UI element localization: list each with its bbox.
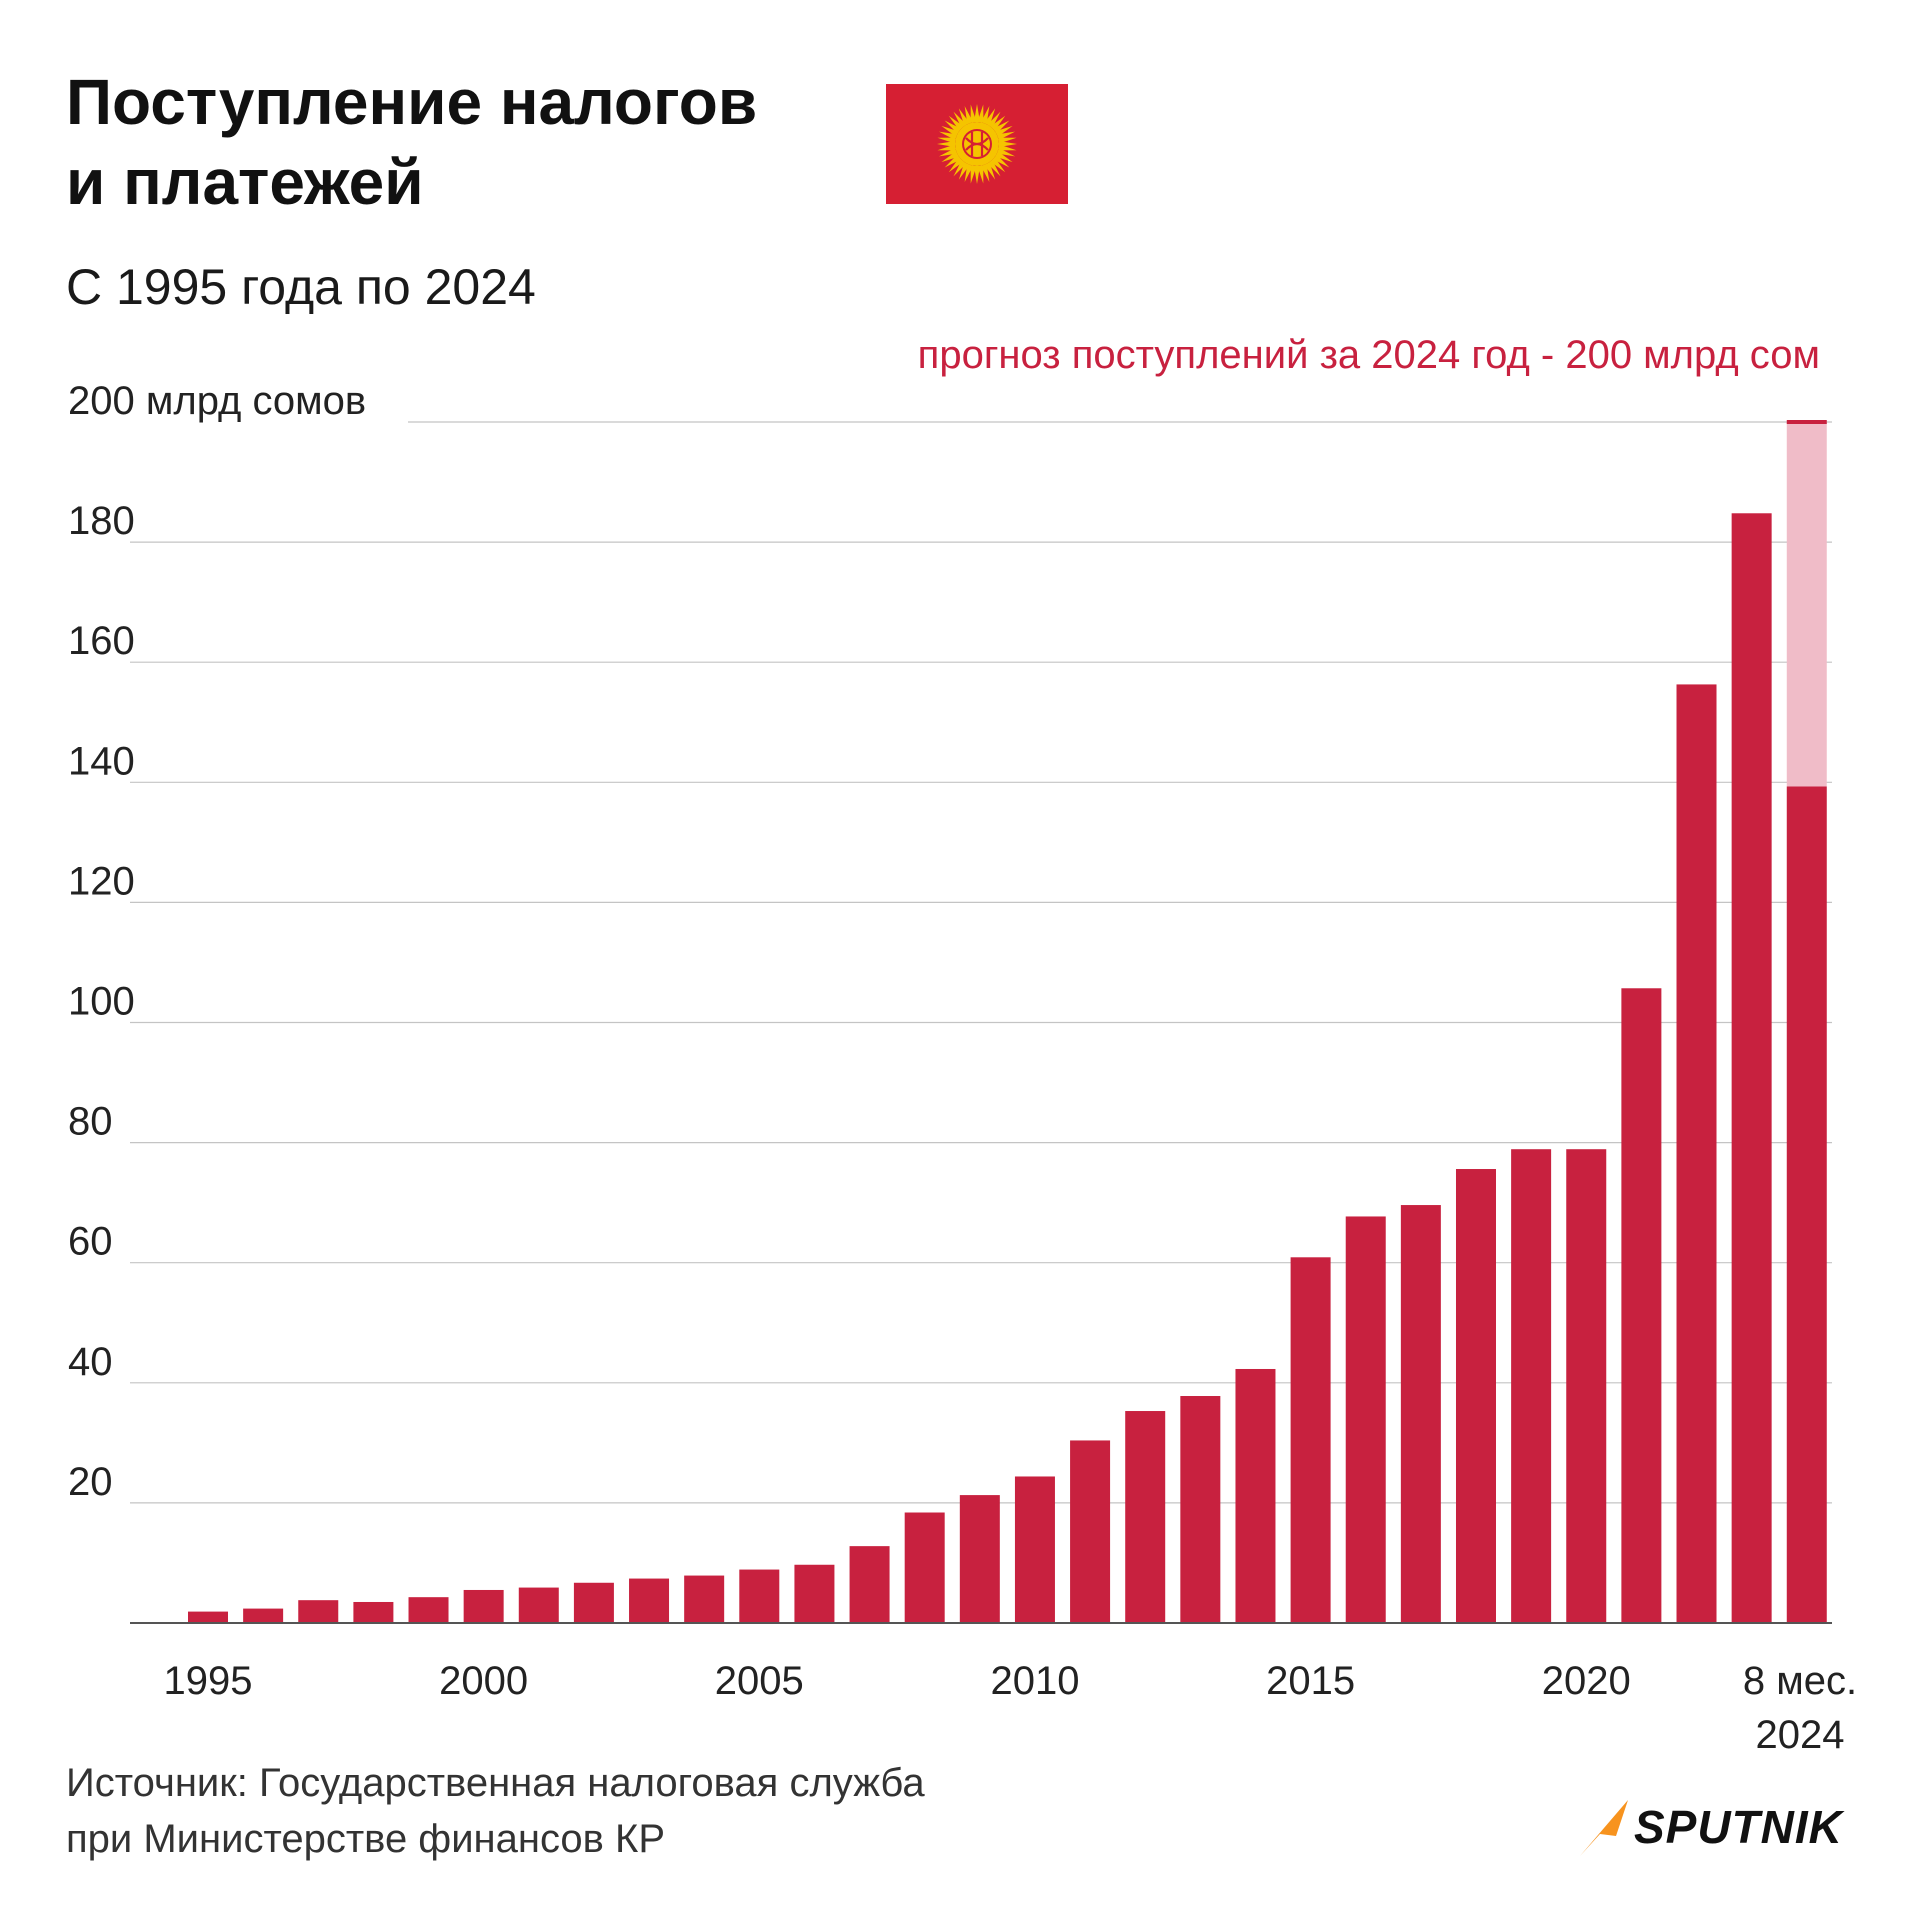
y-axis-unit-label: 200 млрд сомов [68, 379, 366, 423]
x-tick-label: 2000 [439, 1659, 528, 1703]
bar [1180, 1396, 1221, 1623]
x-tick-label: 8 мес. [1743, 1659, 1857, 1703]
bar [1235, 1368, 1276, 1623]
bar [518, 1587, 559, 1623]
bar [573, 1582, 614, 1623]
y-tick-label: 40 [68, 1340, 113, 1384]
y-tick-label: 60 [68, 1220, 113, 1264]
x-tick-label: 2020 [1542, 1659, 1631, 1703]
bar [408, 1597, 449, 1623]
title-line-1: Поступление налогов [66, 66, 758, 138]
bar [629, 1578, 670, 1623]
y-tick-label: 160 [68, 619, 135, 663]
y-tick-label: 80 [68, 1100, 113, 1144]
bar [684, 1575, 725, 1623]
bar [1400, 1205, 1441, 1623]
bar [1731, 513, 1772, 1623]
bar [1786, 786, 1827, 1623]
sputnik-logo-icon [1580, 1800, 1628, 1856]
x-tick-label: 2005 [715, 1659, 804, 1703]
kyrgyzstan-flag-icon [886, 84, 1068, 204]
y-tick-label: 180 [68, 499, 135, 543]
chart-title: Поступление налогов и платежей [66, 62, 886, 222]
bar [794, 1564, 835, 1623]
bar [904, 1512, 945, 1623]
bar [849, 1546, 890, 1623]
bar [1455, 1169, 1496, 1623]
bar [1014, 1476, 1055, 1623]
forecast-bar-cap [1786, 420, 1827, 424]
sputnik-logo: SPUTNIK [1578, 1796, 1858, 1860]
bar [1290, 1257, 1331, 1623]
y-tick-label: 120 [68, 859, 135, 903]
x-tick-label: 2010 [990, 1659, 1079, 1703]
bar [1345, 1216, 1386, 1623]
title-line-2: и платежей [66, 146, 424, 218]
bar [188, 1611, 228, 1623]
forecast-annotation: прогноз поступлений за 2024 год - 200 мл… [917, 333, 1820, 377]
source-note: Источник: Государственная налоговая служ… [66, 1755, 925, 1867]
y-tick-label: 140 [68, 739, 135, 783]
y-tick-label: 100 [68, 980, 135, 1024]
chart-subtitle: С 1995 года по 2024 [66, 259, 536, 315]
bar [1125, 1411, 1166, 1623]
bar [1676, 684, 1717, 1623]
bar [1511, 1149, 1552, 1623]
x-tick-label: 2015 [1266, 1659, 1355, 1703]
forecast-bar [1786, 422, 1827, 787]
bar [243, 1608, 284, 1623]
bar [739, 1569, 780, 1623]
x-tick-label: 1995 [164, 1659, 253, 1703]
bar [463, 1589, 504, 1623]
bar [1566, 1149, 1607, 1623]
source-line-1: Источник: Государственная налоговая служ… [66, 1761, 925, 1805]
bar [959, 1495, 1000, 1623]
y-tick-label: 20 [68, 1460, 113, 1504]
bar [1070, 1440, 1111, 1623]
bar [298, 1600, 339, 1623]
x-tick-label: 2024 [1756, 1713, 1845, 1757]
sputnik-logo-text: SPUTNIK [1634, 1801, 1843, 1853]
bar [1621, 988, 1662, 1623]
source-line-2: при Министерстве финансов КР [66, 1817, 666, 1861]
bar [353, 1601, 394, 1623]
